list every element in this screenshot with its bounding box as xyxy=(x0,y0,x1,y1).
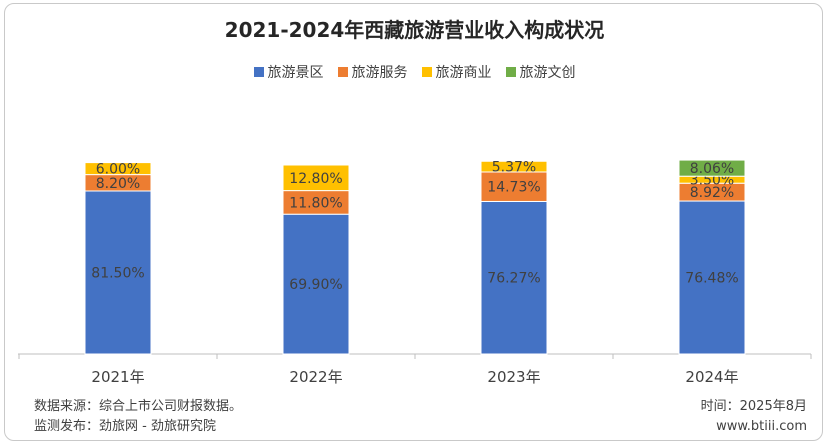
footer-right: 时间：2025年8月 www.btiii.com xyxy=(701,397,807,437)
bar-segment xyxy=(678,159,746,177)
legend-label-service: 旅游服务 xyxy=(351,65,408,81)
bar-segment xyxy=(480,160,548,173)
data-label: 76.27% xyxy=(487,271,540,287)
legend-label-commerce: 旅游商业 xyxy=(435,65,492,81)
x-tick-label: 2021年 xyxy=(91,368,144,386)
legend-swatch-commerce xyxy=(421,67,432,77)
data-label: 12.80% xyxy=(289,171,342,187)
x-tick-label: 2024年 xyxy=(685,368,738,386)
legend-item-creative: 旅游文创 xyxy=(505,62,576,82)
bar-segment xyxy=(282,164,350,192)
data-label: 8.92% xyxy=(690,185,734,201)
bar-segment xyxy=(678,200,746,355)
legend-item-scenic: 旅游景区 xyxy=(253,62,324,82)
footer-url: www.btiii.com xyxy=(716,419,807,434)
legend-item-commerce: 旅游商业 xyxy=(421,62,492,82)
data-label: 14.73% xyxy=(487,180,540,196)
bar-segment xyxy=(480,171,548,202)
footer-left: 数据来源：综合上市公司财报数据。 监测发布：劲旅网 - 劲旅研究院 xyxy=(34,397,242,437)
legend-label-creative: 旅游文创 xyxy=(519,65,576,81)
data-label: 11.80% xyxy=(289,195,342,211)
data-label: 76.48% xyxy=(685,271,738,287)
x-tick-label: 2023年 xyxy=(487,368,540,386)
chart-title: 2021-2024年西藏旅游营业收入构成状况 xyxy=(224,18,605,42)
bar-segment xyxy=(480,200,548,355)
legend-item-service: 旅游服务 xyxy=(337,62,408,82)
bar-segment xyxy=(84,162,152,176)
footer-source: 数据来源：综合上市公司财报数据。 xyxy=(34,399,243,414)
data-label: 69.90% xyxy=(289,277,342,293)
bar-segment xyxy=(84,190,152,355)
data-label: 8.06% xyxy=(690,161,734,177)
x-tick-label: 2022年 xyxy=(289,368,342,386)
data-label: 8.20% xyxy=(96,176,140,192)
footer-publisher: 监测发布：劲旅网 - 劲旅研究院 xyxy=(34,419,216,434)
footer-time: 时间：2025年8月 xyxy=(700,399,807,414)
data-label: 81.50% xyxy=(91,266,144,282)
legend: 旅游景区 旅游服务 旅游商业 旅游文创 xyxy=(0,62,829,82)
data-label: 6.00% xyxy=(96,162,140,178)
legend-swatch-creative xyxy=(505,67,516,77)
bar-segment xyxy=(282,213,350,355)
data-label: 5.37% xyxy=(492,160,536,176)
legend-label-scenic: 旅游景区 xyxy=(267,65,324,81)
legend-swatch-scenic xyxy=(253,67,264,77)
legend-swatch-service xyxy=(337,67,348,77)
